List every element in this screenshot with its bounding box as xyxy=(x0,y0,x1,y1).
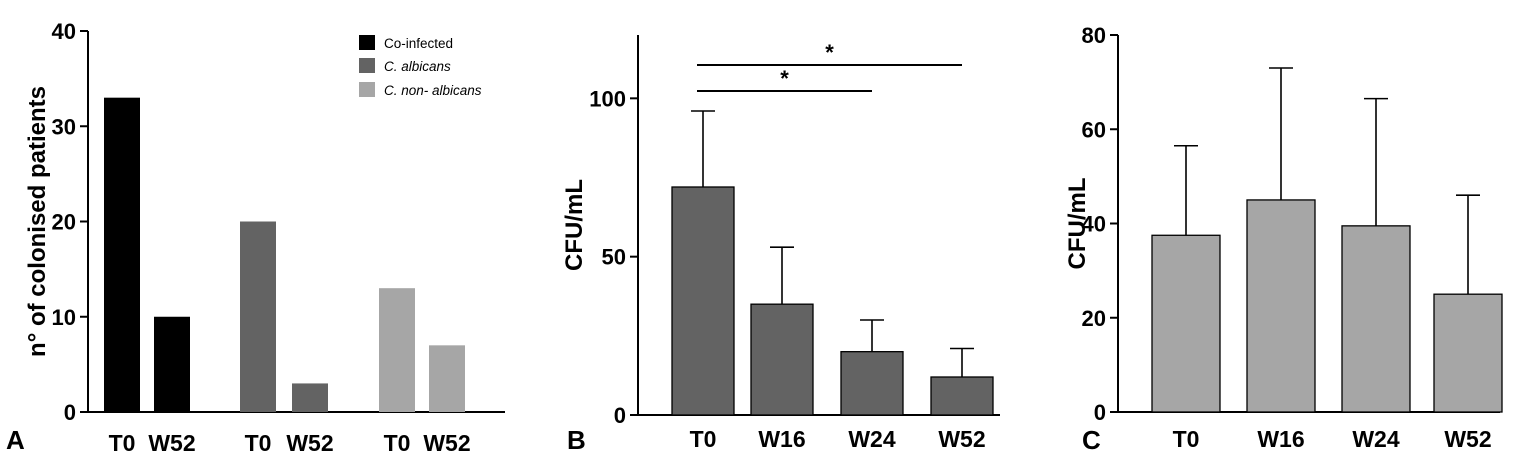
x-category-label: W24 xyxy=(1352,426,1400,452)
significance-star: * xyxy=(825,40,834,65)
panel-letter: C xyxy=(1082,425,1101,455)
bar-t0 xyxy=(1151,234,1221,413)
y-tick-label: 0 xyxy=(614,403,626,428)
bar-co-infected-w52 xyxy=(154,316,190,412)
y-tick-label: 40 xyxy=(1082,212,1106,237)
legend-label-c-non-albicans: C. non- albicans xyxy=(384,83,482,98)
bar-co-infected-t0 xyxy=(104,97,140,413)
legend-swatch-c-albicans xyxy=(359,58,375,73)
y-tick-label: 80 xyxy=(1082,23,1106,48)
x-category-label: T0 xyxy=(245,430,272,456)
x-category-label: T0 xyxy=(109,430,136,456)
x-category-label: W16 xyxy=(758,426,805,452)
y-axis-title: CFU/mL xyxy=(561,179,588,271)
x-category-label: T0 xyxy=(384,430,411,456)
y-tick-label: 10 xyxy=(52,305,76,330)
x-category-label: W24 xyxy=(848,426,896,452)
y-tick-label: 100 xyxy=(589,86,626,111)
panel-c-chart: 0 20 40 60 80 CFU/mL C T0 W16 W24 W52 xyxy=(1064,23,1503,455)
bar-w16 xyxy=(750,303,814,416)
y-tick-label: 40 xyxy=(52,19,76,44)
legend-swatch-c-non-albicans xyxy=(359,82,375,97)
bar-w24 xyxy=(840,351,904,416)
bar-c-albicans-t0 xyxy=(240,221,276,412)
significance-star: * xyxy=(780,66,789,91)
bar-w52 xyxy=(930,376,994,416)
bar-w52 xyxy=(1433,293,1503,413)
panel-letter: B xyxy=(567,425,586,455)
x-category-label: W16 xyxy=(1257,426,1304,452)
y-tick-label: 50 xyxy=(602,245,626,270)
x-category-label: W52 xyxy=(423,430,470,456)
legend-label-c-albicans: C. albicans xyxy=(384,59,451,74)
y-tick-label: 60 xyxy=(1082,117,1106,142)
x-category-label: W52 xyxy=(1444,426,1491,452)
y-tick-label: 0 xyxy=(64,400,76,425)
y-tick-label: 20 xyxy=(52,210,76,235)
panel-letter: A xyxy=(6,425,25,455)
x-category-label: T0 xyxy=(1173,426,1200,452)
y-axis-title: n° of colonised patients xyxy=(24,86,51,357)
legend-label-co-infected: Co-infected xyxy=(384,36,453,51)
panel-b-chart: 0 50 100 CFU/mL B T0 W16 W24 W52 * * xyxy=(561,35,1000,455)
y-tick-label: 20 xyxy=(1082,306,1106,331)
legend-swatch-co-infected xyxy=(359,35,375,50)
panel-a-chart: 0 10 20 30 40 n° of colonised patients A T0 W52 T… xyxy=(6,19,505,456)
y-axis-title: CFU/mL xyxy=(1064,178,1091,270)
x-category-label: W52 xyxy=(148,430,195,456)
y-tick-label: 0 xyxy=(1094,400,1106,425)
bar-w24 xyxy=(1341,225,1411,413)
y-tick-label: 30 xyxy=(52,114,76,139)
bar-w16 xyxy=(1246,199,1316,413)
bar-c-non-albicans-w52 xyxy=(429,345,465,412)
x-category-label: W52 xyxy=(938,426,985,452)
bar-c-albicans-w52 xyxy=(292,383,328,412)
bar-t0 xyxy=(671,186,735,416)
x-category-label: W52 xyxy=(286,430,333,456)
x-category-label: T0 xyxy=(690,426,717,452)
bar-c-non-albicans-t0 xyxy=(379,288,415,412)
